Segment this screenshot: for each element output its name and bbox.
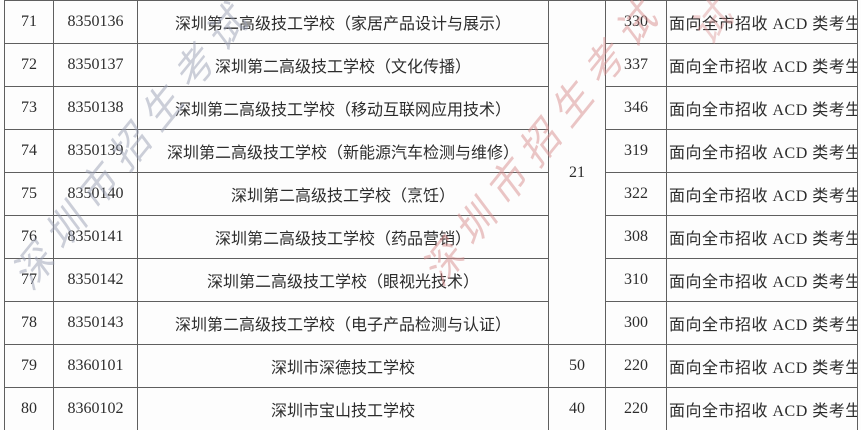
score-cell: 220 bbox=[605, 387, 667, 430]
score-cell: 346 bbox=[605, 86, 667, 130]
score-cell: 300 bbox=[605, 301, 667, 345]
seq-cell: 77 bbox=[4, 258, 54, 302]
school-cell: 深圳第二高级技工学校（电子产品检测与认证） bbox=[137, 301, 549, 345]
table-row: 73 8350138 深圳第二高级技工学校（移动互联网应用技术） 346 面向全… bbox=[4, 86, 858, 130]
school-cell: 深圳第二高级技工学校（家居产品设计与展示） bbox=[137, 0, 549, 44]
code-cell: 8350139 bbox=[53, 129, 138, 173]
note-cell: 面向全市招收 ACD 类考生 bbox=[666, 86, 858, 130]
seq-cell: 72 bbox=[4, 43, 54, 87]
code-cell: 8350141 bbox=[53, 215, 138, 259]
table-row: 78 8350143 深圳第二高级技工学校（电子产品检测与认证） 300 面向全… bbox=[4, 301, 858, 345]
school-cell: 深圳第二高级技工学校（眼视光技术） bbox=[137, 258, 549, 302]
table-row: 79 8360101 深圳市深德技工学校 50 220 面向全市招收 ACD 类… bbox=[4, 344, 858, 388]
note-cell: 面向全市招收 ACD 类考生 bbox=[666, 43, 858, 87]
school-cell: 深圳市宝山技工学校 bbox=[137, 387, 549, 430]
note-cell: 面向全市招收 ACD 类考生 bbox=[666, 215, 858, 259]
school-cell: 深圳第二高级技工学校（移动互联网应用技术） bbox=[137, 86, 549, 130]
note-cell: 面向全市招收 ACD 类考生 bbox=[666, 258, 858, 302]
quota-cell: 50 bbox=[548, 344, 606, 388]
score-cell: 337 bbox=[605, 43, 667, 87]
school-cell: 深圳第二高级技工学校（烹饪） bbox=[137, 172, 549, 216]
score-cell: 308 bbox=[605, 215, 667, 259]
admissions-table: 71 8350136 深圳第二高级技工学校（家居产品设计与展示） 21 330 … bbox=[4, 0, 858, 430]
code-cell: 8350136 bbox=[53, 0, 138, 44]
seq-cell: 76 bbox=[4, 215, 54, 259]
seq-cell: 71 bbox=[4, 0, 54, 44]
quota-cell-merged: 21 bbox=[548, 0, 606, 345]
score-cell: 220 bbox=[605, 344, 667, 388]
table-row: 80 8360102 深圳市宝山技工学校 40 220 面向全市招收 ACD 类… bbox=[4, 387, 858, 430]
code-cell: 8350143 bbox=[53, 301, 138, 345]
table-row: 77 8350142 深圳第二高级技工学校（眼视光技术） 310 面向全市招收 … bbox=[4, 258, 858, 302]
code-cell: 8350137 bbox=[53, 43, 138, 87]
seq-cell: 80 bbox=[4, 387, 54, 430]
code-cell: 8350140 bbox=[53, 172, 138, 216]
note-cell: 面向全市招收 ACD 类考生 bbox=[666, 172, 858, 216]
seq-cell: 78 bbox=[4, 301, 54, 345]
score-cell: 319 bbox=[605, 129, 667, 173]
seq-cell: 75 bbox=[4, 172, 54, 216]
school-cell: 深圳第二高级技工学校（药品营销） bbox=[137, 215, 549, 259]
school-cell: 深圳市深德技工学校 bbox=[137, 344, 549, 388]
table-row: 71 8350136 深圳第二高级技工学校（家居产品设计与展示） 21 330 … bbox=[4, 0, 858, 345]
note-cell: 面向全市招收 ACD 类考生 bbox=[666, 301, 858, 345]
table-row: 75 8350140 深圳第二高级技工学校（烹饪） 322 面向全市招收 ACD… bbox=[4, 172, 858, 216]
score-cell: 322 bbox=[605, 172, 667, 216]
code-cell: 8350138 bbox=[53, 86, 138, 130]
seq-cell: 79 bbox=[4, 344, 54, 388]
score-cell: 310 bbox=[605, 258, 667, 302]
seq-cell: 74 bbox=[4, 129, 54, 173]
note-cell: 面向全市招收 ACD 类考生 bbox=[666, 129, 858, 173]
note-cell: 面向全市招收 ACD 类考生 bbox=[666, 344, 858, 388]
code-cell: 8360102 bbox=[53, 387, 138, 430]
school-cell: 深圳第二高级技工学校（文化传播） bbox=[137, 43, 549, 87]
seq-cell: 73 bbox=[4, 86, 54, 130]
code-cell: 8360101 bbox=[53, 344, 138, 388]
table-row: 74 8350139 深圳第二高级技工学校（新能源汽车检测与维修） 319 面向… bbox=[4, 129, 858, 173]
school-cell: 深圳第二高级技工学校（新能源汽车检测与维修） bbox=[137, 129, 549, 173]
table-row: 76 8350141 深圳第二高级技工学校（药品营销） 308 面向全市招收 A… bbox=[4, 215, 858, 259]
note-cell: 面向全市招收 ACD 类考生 bbox=[666, 0, 858, 44]
note-cell: 面向全市招收 ACD 类考生 bbox=[666, 387, 858, 430]
score-cell: 330 bbox=[605, 0, 667, 44]
table-row: 72 8350137 深圳第二高级技工学校（文化传播） 337 面向全市招收 A… bbox=[4, 43, 858, 87]
code-cell: 8350142 bbox=[53, 258, 138, 302]
quota-cell: 40 bbox=[548, 387, 606, 430]
